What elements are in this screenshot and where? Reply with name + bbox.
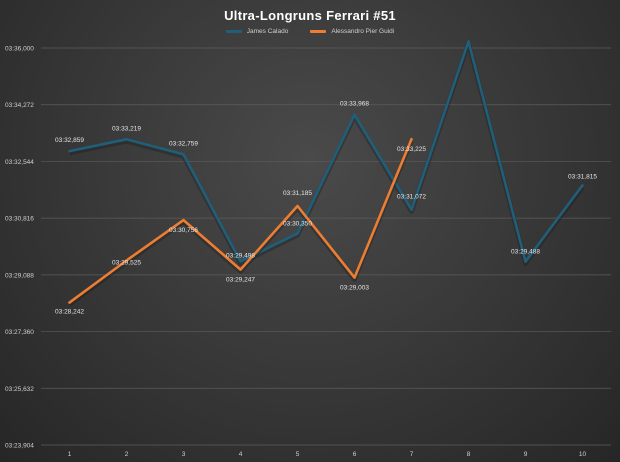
data-labels: 03:32,859 03:33,219 03:32,759 03:29,498 03:3… bbox=[55, 101, 597, 316]
chart-title: Ultra-Longruns Ferrari #51 bbox=[224, 8, 396, 23]
data-label: 03:30,756 bbox=[169, 227, 198, 234]
x-tick-label: 3 bbox=[182, 451, 186, 458]
series-lines bbox=[68, 40, 585, 307]
series-line-calado bbox=[68, 40, 584, 264]
legend-swatch-pier-guidi bbox=[310, 30, 327, 33]
x-tick-label: 9 bbox=[524, 451, 528, 458]
data-label: 03:32,759 bbox=[169, 140, 198, 147]
y-tick-label: 03:32,544 bbox=[5, 159, 34, 166]
data-label: 03:32,859 bbox=[55, 137, 84, 144]
legend-label-calado: James Calado bbox=[246, 28, 289, 35]
legend-item-pier-guidi: Alessandro Pier Guidi bbox=[310, 28, 394, 35]
y-axis-tick-labels: 03:36,000 03:34,272 03:32,544 03:30,816 03:2… bbox=[5, 46, 34, 450]
data-label: 03:30,350 bbox=[283, 220, 312, 227]
y-tick-label: 03:30,816 bbox=[5, 216, 34, 223]
x-tick-label: 2 bbox=[125, 451, 129, 458]
gridlines bbox=[41, 47, 611, 446]
y-tick-label: 03:25,632 bbox=[5, 386, 34, 393]
legend-swatch-calado bbox=[225, 30, 242, 33]
data-label: 03:28,242 bbox=[55, 309, 84, 316]
y-tick-label: 03:29,088 bbox=[5, 272, 34, 279]
x-axis-tick-labels: 1 2 3 4 5 6 7 8 9 10 bbox=[68, 451, 587, 458]
legend-label-pier-guidi: Alessandro Pier Guidi bbox=[331, 28, 395, 35]
data-label: 03:33,225 bbox=[397, 146, 426, 153]
y-tick-label: 03:36,000 bbox=[5, 46, 34, 53]
data-label: 03:29,247 bbox=[226, 277, 255, 284]
series-shadow bbox=[68, 140, 414, 307]
x-tick-label: 6 bbox=[353, 451, 357, 458]
series-shadow bbox=[69, 41, 585, 266]
legend-item-calado: James Calado bbox=[225, 28, 289, 35]
y-tick-label: 03:23,904 bbox=[5, 443, 34, 450]
y-tick-label: 03:34,272 bbox=[5, 102, 34, 109]
data-label: 03:29,498 bbox=[226, 252, 255, 259]
data-label: 03:29,003 bbox=[340, 285, 369, 292]
data-label: 03:29,488 bbox=[511, 249, 540, 256]
data-label: 03:29,525 bbox=[112, 260, 141, 267]
x-tick-label: 1 bbox=[68, 451, 72, 458]
data-label: 03:31,072 bbox=[397, 194, 426, 201]
x-tick-label: 8 bbox=[467, 451, 471, 458]
data-label: 03:33,219 bbox=[112, 125, 141, 132]
x-tick-label: 10 bbox=[579, 451, 587, 458]
legend: James Calado Alessandro Pier Guidi bbox=[0, 28, 620, 35]
data-label: 03:31,185 bbox=[283, 190, 312, 197]
x-tick-label: 7 bbox=[410, 451, 414, 458]
data-label: 03:31,815 bbox=[568, 173, 597, 180]
x-tick-label: 4 bbox=[239, 451, 243, 458]
series-line-pier-guidi bbox=[68, 137, 413, 304]
data-label: 03:33,968 bbox=[340, 101, 369, 108]
x-tick-label: 5 bbox=[296, 451, 300, 458]
y-tick-label: 03:27,360 bbox=[5, 329, 34, 336]
